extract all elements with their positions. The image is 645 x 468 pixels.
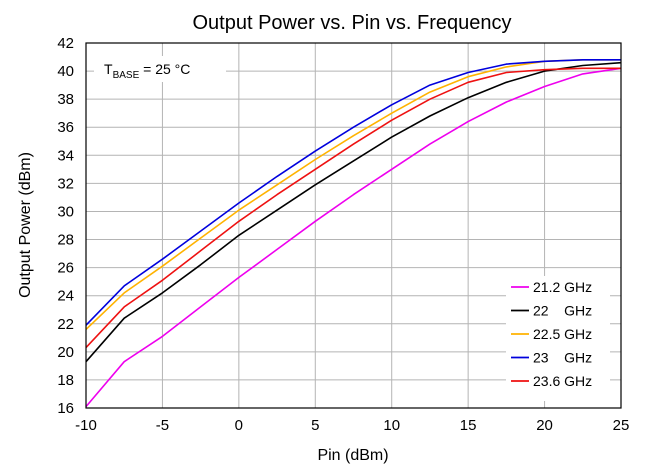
legend-label: 21.2 GHz (533, 279, 592, 295)
series-line (85, 67, 622, 408)
legend-label: 22 GHz (533, 303, 592, 319)
y-tick-label: 20 (57, 344, 74, 361)
x-tick-label: 5 (311, 417, 319, 434)
x-tick-label: 10 (383, 417, 400, 434)
x-tick-label: 0 (235, 417, 243, 434)
x-tick-label: 25 (613, 417, 630, 434)
y-tick-label: 28 (57, 232, 74, 249)
y-tick-label: 26 (57, 260, 74, 277)
y-tick-label: 34 (57, 147, 74, 164)
y-tick-label: 18 (57, 372, 74, 389)
legend-label: 23 GHz (533, 350, 592, 366)
annotation-prefix: T (104, 61, 113, 77)
y-axis-label: Output Power (dBm) (17, 152, 34, 298)
legend: 21.2 GHz 22 GHz 22.5 GHz 23 GHz 23.6 GHz (506, 276, 610, 401)
plot-frame (85, 42, 622, 409)
series-line (85, 61, 622, 363)
x-tick-label: -5 (156, 417, 169, 434)
annotation-text: TBASE = 25 °C (104, 61, 190, 81)
series-lines (85, 58, 622, 408)
x-axis-label: Pin (dBm) (317, 447, 388, 464)
x-tick-label: -10 (75, 417, 97, 434)
annotation-suffix: = 25 °C (139, 61, 190, 77)
y-tick-label: 22 (57, 316, 74, 333)
legend-label: 22.5 GHz (533, 326, 592, 342)
y-tick-label: 16 (57, 400, 74, 417)
annotation-background (94, 56, 226, 82)
series-line (85, 58, 621, 330)
series-line (85, 67, 621, 349)
y-tick-label: 42 (57, 35, 74, 52)
x-tick-label: 15 (460, 417, 477, 434)
y-tick-label: 40 (57, 63, 74, 80)
y-tick-label: 36 (57, 119, 74, 136)
legend-label: 23.6 GHz (533, 373, 592, 389)
series-line (85, 58, 621, 326)
y-tick-label: 30 (57, 203, 74, 220)
x-tick-label: 20 (536, 417, 553, 434)
chart-title: Output Power vs. Pin vs. Frequency (192, 12, 511, 34)
x-tick-labels: -10 -5 0 5 10 15 20 25 (75, 417, 629, 434)
y-tick-labels: 16 18 20 22 24 26 28 30 32 34 36 38 40 42 (57, 35, 74, 417)
annotation-subscript: BASE (113, 70, 140, 81)
y-tick-label: 38 (57, 91, 74, 108)
y-tick-label: 32 (57, 175, 74, 192)
y-tick-label: 24 (57, 288, 74, 305)
temperature-annotation: TBASE = 25 °C (94, 56, 226, 82)
